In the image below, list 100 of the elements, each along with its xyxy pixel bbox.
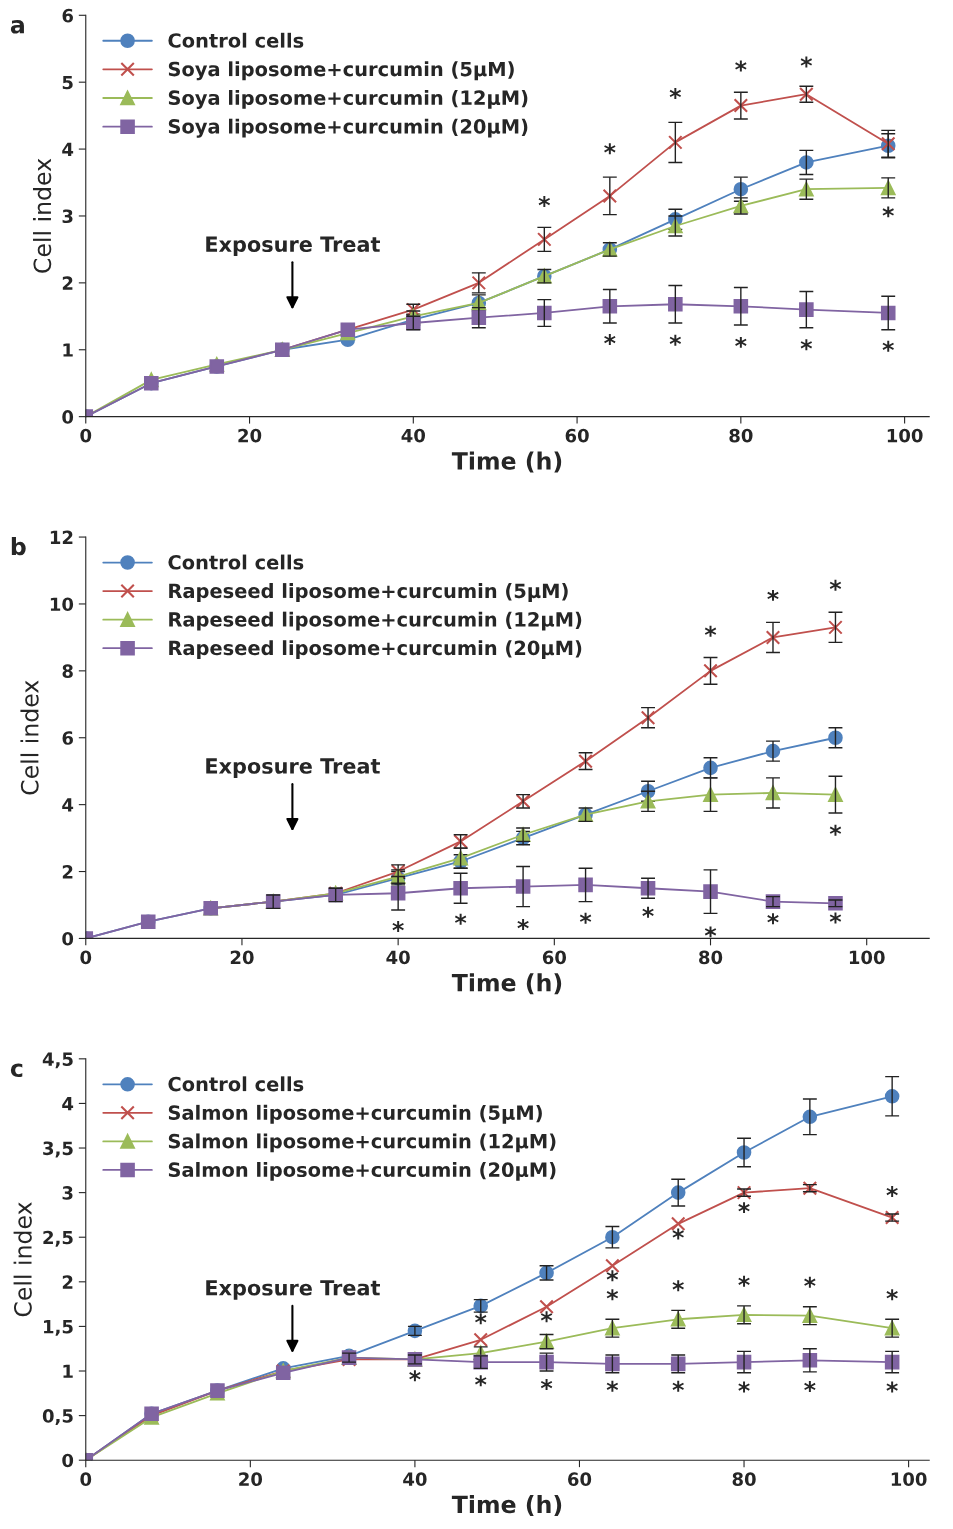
y-tick-label: 4,5	[42, 1052, 73, 1069]
data-label: *	[669, 334, 682, 346]
data-label: *	[800, 56, 813, 68]
legend-label: Salmon liposome+curcumin (12µM)	[168, 1133, 556, 1153]
y-tick-label: 2,5	[43, 1230, 73, 1247]
x-axis-title: Time (h)	[451, 451, 562, 473]
legend-label: Soya liposome+curcumin (5µM)	[168, 61, 514, 81]
data-label: *	[735, 336, 747, 348]
y-tick-label: 1,5	[44, 1320, 73, 1336]
data-label: *	[454, 913, 467, 925]
data-label: *	[672, 1228, 684, 1240]
x-tick-label: 0	[80, 1472, 92, 1486]
y-axis-title: Cell index	[33, 158, 52, 273]
data-label: *	[738, 1381, 750, 1393]
x-tick-label: 20	[238, 428, 262, 443]
legend-label: Control cells	[168, 32, 304, 48]
y-tick-label: 0	[62, 410, 74, 424]
legend-label: Rapeseed liposome+curcumin (12µM)	[169, 611, 582, 631]
legend-label: Soya liposome+curcumin (20µM)	[168, 118, 528, 138]
x-tick-label: 60	[568, 1472, 592, 1486]
x-axis-title: Time (h)	[451, 973, 562, 995]
y-tick-label: 1	[63, 343, 73, 357]
y-tick-label: 12	[50, 530, 73, 544]
x-tick-label: 60	[565, 428, 589, 443]
data-label: *	[672, 1380, 684, 1392]
data-label: *	[882, 206, 894, 218]
y-tick-label: 4	[62, 1097, 74, 1111]
data-label: *	[886, 1289, 898, 1301]
data-label: *	[606, 1380, 619, 1392]
x-tick-label: 80	[699, 950, 723, 965]
x-tick-label: 80	[732, 1472, 756, 1486]
y-tick-label: 4	[62, 798, 74, 812]
data-label: *	[767, 589, 779, 601]
y-tick-label: 0	[62, 1453, 74, 1468]
y-tick-label: 3,5	[43, 1141, 73, 1158]
data-label: *	[604, 334, 616, 346]
data-label: *	[475, 1375, 487, 1387]
annotation: Exposure Treat	[206, 758, 380, 778]
legend-label: Control cells	[168, 554, 304, 570]
data-label: *	[800, 339, 813, 351]
data-label: *	[475, 1313, 487, 1325]
x-axis-title: Time (h)	[451, 1495, 562, 1517]
y-tick-label: 10	[50, 597, 74, 612]
y-tick-label: 3	[62, 209, 73, 224]
x-tick-label: 40	[403, 1472, 427, 1486]
data-label: *	[540, 1379, 553, 1391]
data-label: *	[672, 1280, 684, 1292]
x-tick-label: 20	[239, 1472, 263, 1486]
data-label: *	[882, 340, 894, 352]
data-label: *	[804, 1276, 816, 1288]
y-axis-title: Cell index	[20, 680, 39, 795]
x-tick-label: 0	[80, 428, 92, 443]
data-label: *	[604, 143, 616, 155]
x-tick-label: 40	[386, 950, 410, 965]
data-label: *	[704, 625, 717, 637]
legend-label: Salmon liposome+curcumin (20µM)	[168, 1162, 556, 1181]
legend-label: Soya liposome+curcumin (12µM)	[168, 90, 528, 109]
data-label: *	[886, 1186, 898, 1197]
data-label: *	[829, 912, 842, 924]
data-label: *	[704, 926, 717, 938]
data-label: *	[517, 919, 529, 930]
y-tick-label: 1	[63, 1364, 73, 1378]
data-label: *	[767, 913, 779, 925]
y-tick-label: 2	[62, 276, 73, 290]
y-tick-label: 5	[62, 75, 73, 90]
data-label: *	[606, 1289, 619, 1301]
data-label: *	[540, 1311, 553, 1323]
x-tick-label: 60	[542, 950, 567, 965]
x-tick-label: 80	[729, 428, 753, 443]
y-tick-label: 3	[62, 1186, 73, 1200]
x-tick-label: 100	[891, 1472, 927, 1486]
y-tick-label: 0	[62, 931, 74, 946]
data-label: *	[642, 906, 654, 918]
legend-label: Rapeseed liposome+curcumin (20µM)	[169, 640, 582, 660]
data-label: *	[409, 1370, 421, 1382]
y-tick-label: 2	[62, 864, 73, 879]
y-axis-title: Cell index	[13, 1202, 32, 1317]
data-label: *	[606, 1270, 619, 1282]
y-tick-label: 6	[62, 8, 73, 23]
annotation: Exposure Treat	[206, 1280, 380, 1300]
data-label: *	[669, 87, 682, 99]
x-tick-label: 20	[230, 950, 254, 965]
data-label: *	[829, 824, 842, 836]
data-label: *	[829, 579, 842, 591]
data-label: *	[804, 1380, 816, 1392]
data-label: *	[392, 921, 404, 933]
annotation: Exposure Treat	[206, 236, 380, 257]
data-label: *	[538, 196, 551, 208]
data-label: *	[886, 1381, 898, 1393]
legend-label: Rapeseed liposome+curcumin (5µM)	[169, 583, 568, 602]
y-tick-label: 6	[62, 731, 73, 745]
data-label: *	[738, 1202, 750, 1214]
legend-label: Control cells	[168, 1076, 304, 1092]
x-tick-label: 100	[849, 950, 885, 965]
chart-title: c	[10, 1063, 23, 1078]
data-label: *	[735, 60, 747, 72]
x-tick-label: 0	[80, 950, 92, 965]
y-tick-label: 0,5	[42, 1409, 73, 1426]
x-tick-label: 100	[887, 428, 923, 443]
data-label: *	[738, 1275, 750, 1287]
